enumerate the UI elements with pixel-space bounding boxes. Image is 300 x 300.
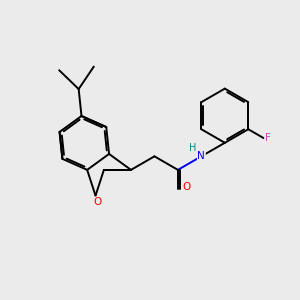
Text: F: F xyxy=(265,133,271,143)
Text: O: O xyxy=(94,197,102,207)
Text: O: O xyxy=(182,182,190,192)
Text: H: H xyxy=(189,143,197,153)
Text: N: N xyxy=(197,151,205,161)
